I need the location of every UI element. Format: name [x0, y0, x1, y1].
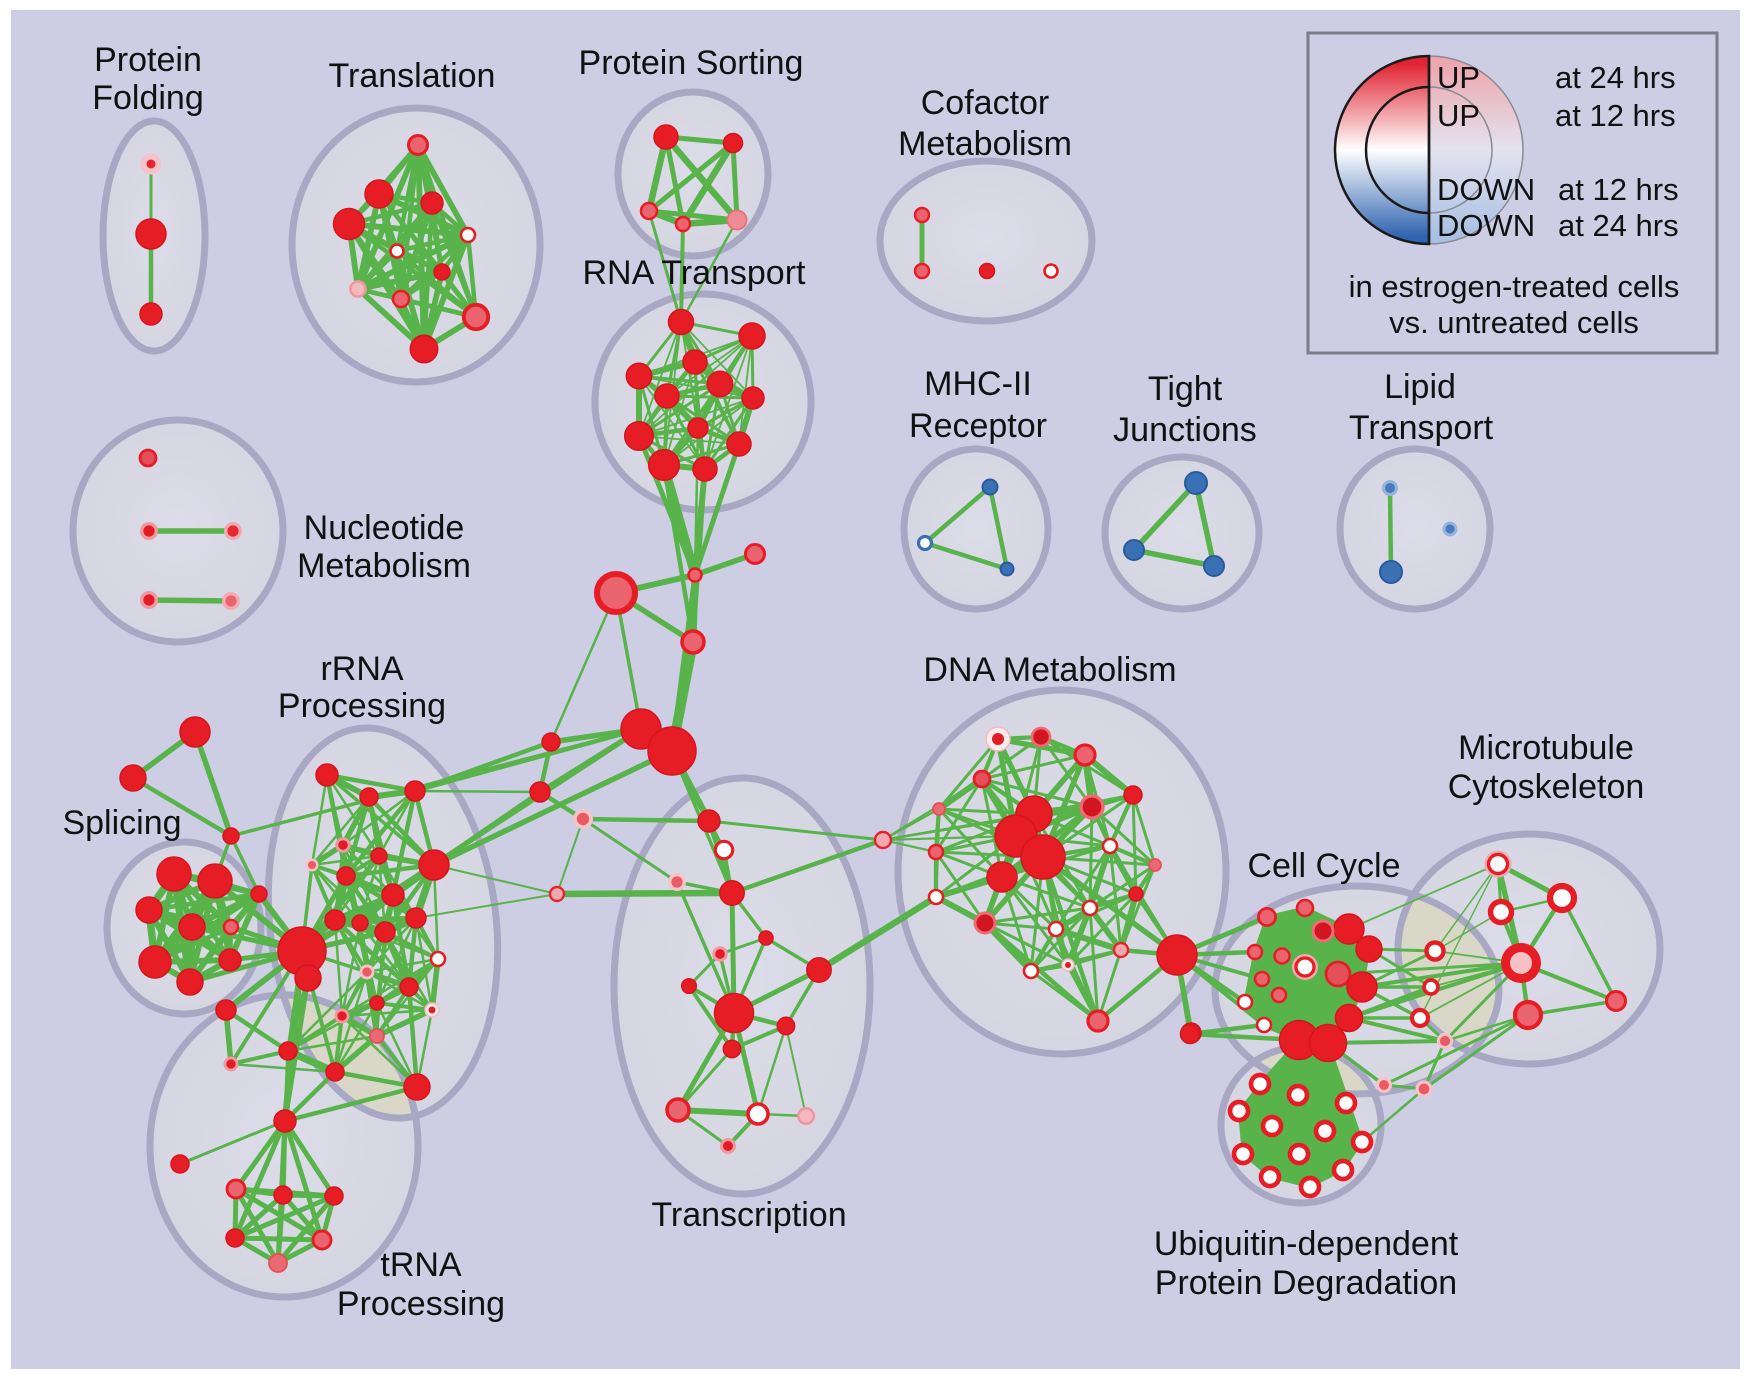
svg-text:DOWN: DOWN	[1437, 172, 1535, 207]
svg-text:Processing: Processing	[278, 687, 446, 725]
svg-text:Translation: Translation	[329, 57, 496, 95]
svg-text:Splicing: Splicing	[62, 804, 181, 842]
svg-text:Junctions: Junctions	[1113, 411, 1257, 449]
svg-text:RNA Transport: RNA Transport	[583, 254, 807, 292]
svg-text:Protein: Protein	[94, 41, 202, 79]
svg-text:in estrogen-treated cells: in estrogen-treated cells	[1349, 269, 1680, 304]
svg-text:at 12 hrs: at 12 hrs	[1555, 98, 1676, 133]
svg-text:Lipid: Lipid	[1384, 368, 1456, 406]
svg-text:Folding: Folding	[92, 79, 204, 117]
svg-text:Microtubule: Microtubule	[1458, 729, 1634, 767]
svg-text:at 12 hrs: at 12 hrs	[1558, 172, 1679, 207]
svg-text:at 24 hrs: at 24 hrs	[1555, 60, 1676, 95]
svg-text:DNA Metabolism: DNA Metabolism	[923, 651, 1176, 689]
svg-text:Ubiquitin-dependent: Ubiquitin-dependent	[1154, 1225, 1459, 1263]
svg-text:MHC-II: MHC-II	[924, 365, 1032, 403]
svg-text:Transport: Transport	[1349, 409, 1494, 447]
svg-text:at 24 hrs: at 24 hrs	[1558, 208, 1679, 243]
svg-text:UP: UP	[1437, 60, 1480, 95]
svg-text:Tight: Tight	[1148, 370, 1223, 408]
svg-text:Nucleotide: Nucleotide	[304, 509, 465, 547]
svg-text:tRNA: tRNA	[380, 1246, 462, 1284]
svg-text:vs. untreated cells: vs. untreated cells	[1389, 305, 1639, 340]
svg-text:Protein Degradation: Protein Degradation	[1155, 1264, 1457, 1302]
svg-text:UP: UP	[1437, 98, 1480, 133]
svg-text:Metabolism: Metabolism	[297, 547, 471, 585]
svg-text:Cofactor: Cofactor	[921, 84, 1050, 122]
svg-text:rRNA: rRNA	[320, 650, 403, 688]
svg-text:Metabolism: Metabolism	[898, 125, 1072, 163]
svg-text:Protein Sorting: Protein Sorting	[579, 44, 804, 82]
svg-text:Cytoskeleton: Cytoskeleton	[1448, 768, 1645, 806]
svg-text:Receptor: Receptor	[909, 407, 1047, 445]
svg-text:Cell Cycle: Cell Cycle	[1247, 847, 1400, 885]
svg-text:Processing: Processing	[337, 1285, 505, 1323]
svg-text:DOWN: DOWN	[1437, 208, 1535, 243]
svg-text:Transcription: Transcription	[651, 1196, 846, 1234]
